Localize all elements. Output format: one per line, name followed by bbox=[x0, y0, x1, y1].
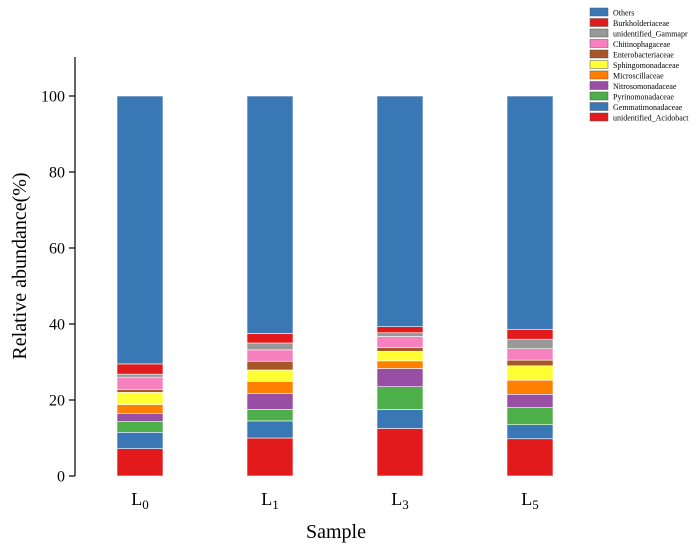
bar-segment-others bbox=[246, 95, 294, 334]
bar-segment-burkholderiaceae bbox=[376, 326, 424, 334]
bar-segment-gemmatimonadaceae bbox=[376, 409, 424, 429]
legend-entry: Nitrosomonadaceae bbox=[589, 81, 677, 91]
bar-stack-L1 bbox=[246, 95, 294, 477]
legend-label: Nitrosomonadaceae bbox=[613, 82, 677, 91]
bar-segment-others bbox=[506, 95, 554, 330]
bar-segment-others bbox=[116, 95, 164, 365]
legend-swatch bbox=[589, 60, 609, 69]
x-tick-label: L1 bbox=[261, 489, 279, 512]
legend-entry: Burkholderiaceae bbox=[589, 18, 670, 28]
y-tick-label: 100 bbox=[41, 89, 65, 106]
bar-segment-sphingomonadaceae bbox=[246, 369, 294, 382]
x-axis-title: Sample bbox=[306, 521, 366, 543]
bar-segment-chitinophagaceae bbox=[376, 336, 424, 348]
bar-segment-others bbox=[376, 95, 424, 327]
bar-segment-unidentified-gammaproteobacteria bbox=[116, 373, 164, 378]
bar-segment-microscillaceae bbox=[246, 381, 294, 394]
bar-segment-burkholderiaceae bbox=[246, 333, 294, 344]
bar-segment-unidentified-acidobacteria bbox=[506, 438, 554, 477]
legend-swatch bbox=[589, 102, 609, 111]
legend-swatch bbox=[589, 28, 609, 38]
bar-segment-unidentified-gammaproteobacteria bbox=[246, 342, 294, 351]
bar-stack-L5 bbox=[506, 95, 554, 477]
legend-swatch bbox=[589, 112, 609, 122]
bar-segment-nitrosomonadaceae bbox=[246, 393, 294, 410]
bar-segment-pyrinomonadaceae bbox=[506, 407, 554, 426]
legend-entry: Others bbox=[589, 7, 634, 18]
y-axis: 0 20 40 60 80 100 bbox=[41, 57, 76, 486]
legend-entry: Chitinophagaceae bbox=[589, 39, 671, 49]
y-tick-label: 0 bbox=[57, 469, 65, 486]
y-tick-label: 40 bbox=[49, 317, 65, 334]
bar-segment-nitrosomonadaceae bbox=[116, 412, 164, 422]
bar-segment-unidentified-acidobacteria bbox=[246, 437, 294, 477]
bar-segment-nitrosomonadaceae bbox=[376, 368, 424, 387]
bar-segment-enterobacteriaceae bbox=[376, 347, 424, 352]
bar-segment-enterobacteriaceae bbox=[116, 389, 164, 393]
legend-entry: unidentified_Acidobact bbox=[589, 112, 689, 123]
legend-swatch bbox=[589, 91, 609, 101]
legend-swatch bbox=[589, 70, 609, 80]
y-tick-label: 80 bbox=[49, 165, 65, 182]
bar-segment-enterobacteriaceae bbox=[506, 359, 554, 367]
y-tick-label: 60 bbox=[49, 241, 65, 258]
legend-entry: Enterobacteriaceae bbox=[589, 49, 674, 60]
legend-label: Gemmatimonadaceae bbox=[613, 103, 683, 112]
legend-entry: Pyrinomonadaceae bbox=[589, 91, 674, 102]
bar-segment-sphingomonadaceae bbox=[376, 351, 424, 362]
bar-segment-gemmatimonadaceae bbox=[246, 420, 294, 439]
bar-segment-burkholderiaceae bbox=[506, 329, 554, 340]
bar-segment-gemmatimonadaceae bbox=[116, 431, 164, 449]
legend-label: Microscillaceae bbox=[613, 72, 664, 81]
legend-entry: Gemmatimonadaceae bbox=[589, 102, 683, 112]
legend-swatch bbox=[589, 7, 609, 17]
bar-segment-chitinophagaceae bbox=[246, 349, 294, 362]
bar-segment-microscillaceae bbox=[116, 404, 164, 414]
bar-segment-pyrinomonadaceae bbox=[246, 409, 294, 422]
x-axis-labels: L0 L1 L3 L5 bbox=[131, 489, 539, 512]
bar-stack-L3 bbox=[376, 95, 424, 477]
bar-segment-unidentified-acidobacteria bbox=[116, 448, 164, 477]
legend-entry: Microscillaceae bbox=[589, 70, 664, 81]
x-tick-label: L5 bbox=[521, 489, 539, 512]
legend-entry: Sphingomonadaceae bbox=[589, 60, 680, 70]
bar-segment-pyrinomonadaceae bbox=[376, 386, 424, 410]
legend-label: Chitinophagaceae bbox=[613, 40, 671, 49]
bar-segment-gemmatimonadaceae bbox=[506, 424, 554, 440]
bar-segment-nitrosomonadaceae bbox=[506, 393, 554, 408]
bars-layer bbox=[116, 95, 554, 477]
bar-segment-microscillaceae bbox=[376, 360, 424, 369]
bar-segment-enterobacteriaceae bbox=[246, 360, 294, 371]
bar-segment-burkholderiaceae bbox=[116, 363, 164, 375]
legend-swatch bbox=[589, 49, 609, 59]
bar-segment-chitinophagaceae bbox=[116, 376, 164, 390]
legend-swatch bbox=[589, 81, 609, 90]
legend-label: Enterobacteriaceae bbox=[613, 51, 674, 60]
legend-label: Others bbox=[613, 9, 634, 18]
y-axis-title: Relative abundance(%) bbox=[9, 172, 31, 359]
bar-stack-L0 bbox=[116, 95, 164, 477]
legend-swatch bbox=[589, 39, 609, 48]
x-tick-label: L0 bbox=[131, 489, 149, 512]
bar-segment-microscillaceae bbox=[506, 379, 554, 395]
legend-label: Pyrinomonadaceae bbox=[613, 93, 674, 102]
bar-segment-sphingomonadaceae bbox=[116, 392, 164, 405]
legend-label: Sphingomonadaceae bbox=[613, 61, 680, 70]
legend-label: Burkholderiaceae bbox=[613, 19, 670, 28]
legend-label: unidentified_Gammapr bbox=[613, 30, 688, 39]
bar-segment-unidentified-gammaproteobacteria bbox=[506, 338, 554, 350]
x-tick-label: L3 bbox=[391, 489, 409, 512]
y-tick-label: 20 bbox=[49, 393, 65, 410]
bar-segment-chitinophagaceae bbox=[506, 348, 554, 361]
bar-segment-sphingomonadaceae bbox=[506, 365, 554, 381]
bar-segment-unidentified-acidobacteria bbox=[376, 428, 424, 477]
legend-label: unidentified_Acidobact bbox=[613, 114, 689, 123]
legend-entry: unidentified_Gammapr bbox=[589, 28, 688, 39]
bar-segment-pyrinomonadaceae bbox=[116, 421, 164, 433]
bar-segment-unidentified-gammaproteobacteria bbox=[376, 332, 424, 337]
legend-swatch bbox=[589, 18, 609, 27]
